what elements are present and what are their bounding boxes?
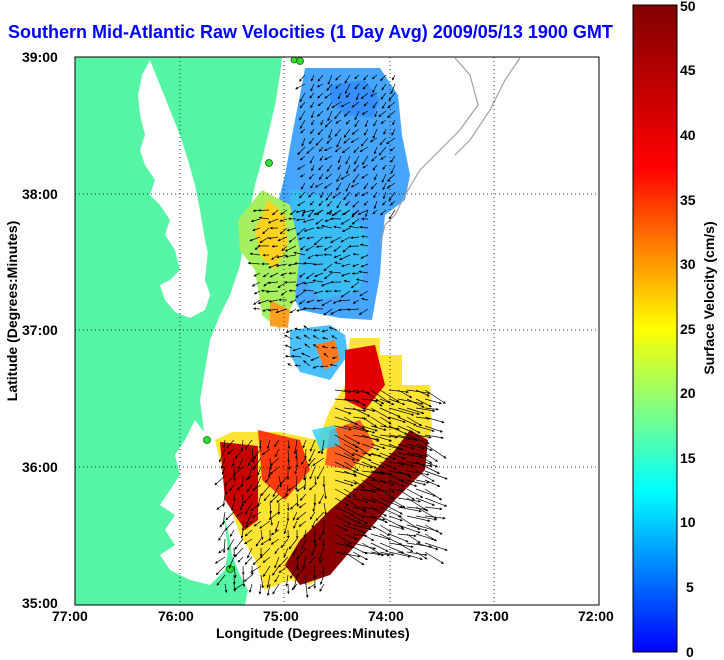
colorbar-tick-label: 35: [680, 192, 696, 208]
colorbar-tick-label: 10: [680, 514, 696, 530]
velocity-arrow: [314, 330, 320, 331]
velocity-arrow: [254, 309, 260, 310]
y-axis-title: Latitude (Degrees:Minutes): [4, 206, 20, 416]
x-tick-label: 73:00: [473, 608, 509, 624]
x-tick-label: 75:00: [263, 608, 299, 624]
colorbar-tick-label: 50: [680, 0, 696, 14]
colorbar-tick-label: 15: [680, 450, 696, 466]
y-tick-label: 35:00: [22, 595, 58, 611]
colorbar: [633, 5, 677, 652]
y-tick-label: 36:00: [22, 459, 58, 475]
colorbar-tick-label: 20: [680, 385, 696, 401]
x-axis-title: Longitude (Degrees:Minutes): [216, 625, 410, 641]
colorbar-tick-label: 40: [680, 127, 696, 143]
x-tick-label: 76:00: [158, 608, 194, 624]
colorbar-tick-label: 45: [680, 62, 696, 78]
colorbar-tick-label: 30: [680, 256, 696, 272]
y-tick-label: 38:00: [22, 186, 58, 202]
colorbar-tick-label: 25: [680, 321, 696, 337]
velocity-arrow: [331, 348, 337, 349]
colorbar-tick-label: 0: [686, 644, 694, 660]
x-tick-label: 72:00: [578, 608, 614, 624]
colorbar-tick-label: 5: [686, 579, 694, 595]
velocity-arrow: [272, 246, 278, 247]
velocity-arrow: [313, 264, 323, 265]
velocity-arrow: [315, 255, 323, 256]
x-tick-label: 74:00: [368, 608, 404, 624]
y-tick-label: 37:00: [22, 322, 58, 338]
colorbar-title: Surface Velocity (cm/s): [701, 203, 717, 393]
y-tick-label: 39:00: [22, 49, 58, 65]
